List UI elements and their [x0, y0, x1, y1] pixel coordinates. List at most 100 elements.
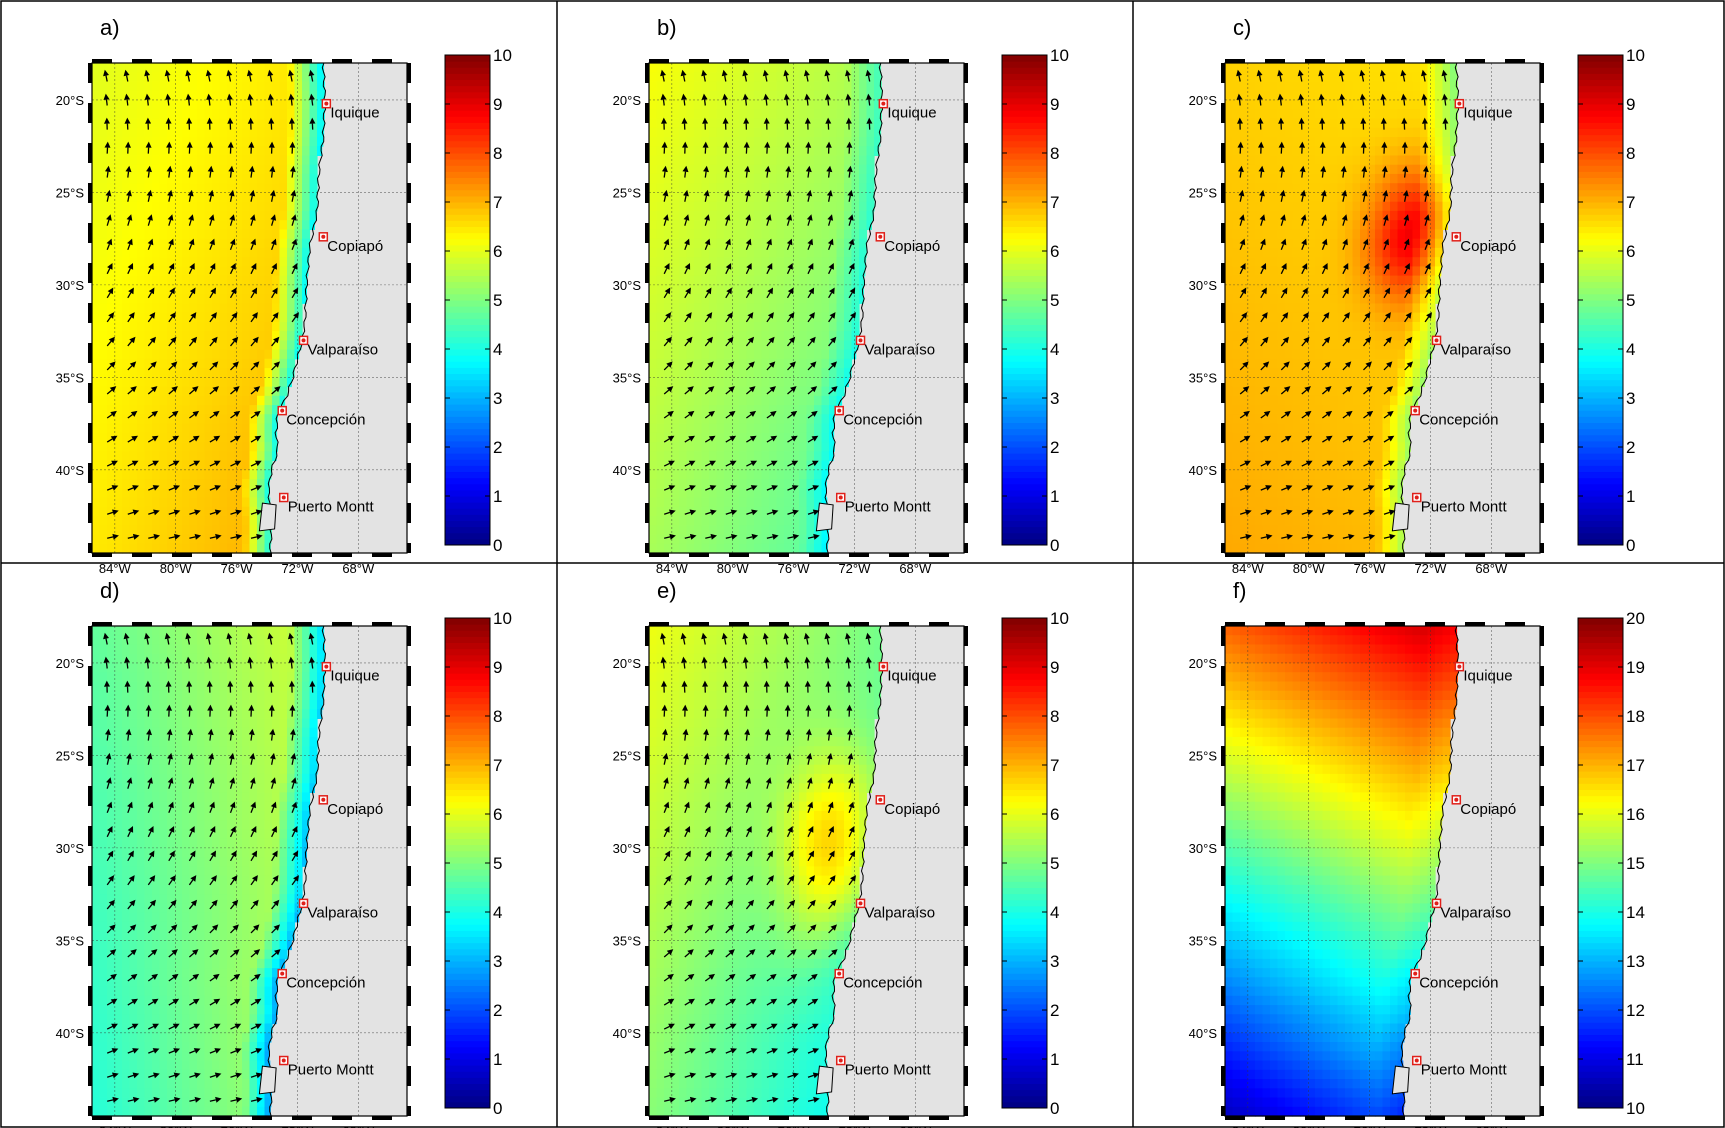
heatmap-cell: [791, 358, 800, 369]
wind-arrow: [147, 195, 151, 202]
heatmap-cell: [1322, 266, 1331, 277]
heatmap-cell: [1345, 442, 1354, 452]
heatmap-cell: [1337, 266, 1346, 277]
wind-arrow: [725, 340, 731, 347]
heatmap-cell: [1277, 201, 1286, 212]
wind-arrow-head: [681, 93, 687, 100]
heatmap-cell: [182, 100, 191, 110]
heatmap-cell: [1255, 395, 1264, 406]
heatmap-cell: [1262, 257, 1271, 267]
heatmap-cell: [1322, 247, 1331, 258]
heatmap-cell: [709, 63, 718, 73]
heatmap-cell: [92, 257, 101, 267]
heatmap-cell: [686, 442, 695, 452]
heatmap-cell: [1270, 201, 1279, 212]
heatmap-cell: [731, 109, 740, 119]
frame-tick: [769, 553, 789, 557]
heatmap-cell: [189, 321, 198, 332]
heatmap-cell: [264, 497, 271, 508]
heatmap-cell: [1345, 414, 1354, 425]
lat-tick-label: 30°S: [613, 278, 642, 293]
heatmap-cell: [107, 377, 116, 388]
heatmap-cell: [189, 331, 198, 341]
heatmap-cell: [694, 349, 703, 360]
wind-arrow: [705, 511, 712, 515]
heatmap-cell: [1307, 90, 1316, 101]
heatmap-cell: [174, 516, 183, 526]
wind-arrow-head: [149, 312, 156, 319]
heatmap-cell: [1247, 358, 1256, 369]
heatmap-cell: [309, 173, 318, 184]
heatmap-cell: [1307, 321, 1316, 332]
heatmap-cell: [92, 349, 101, 360]
heatmap-cell: [137, 192, 146, 203]
heatmap-cell: [1292, 442, 1301, 452]
heatmap-cell: [814, 247, 823, 258]
wind-arrow: [725, 389, 731, 395]
frame-tick: [645, 263, 649, 283]
heatmap-cell: [746, 201, 755, 212]
heatmap-cell: [694, 146, 703, 156]
heatmap-cell: [1225, 432, 1234, 443]
heatmap-cell: [264, 257, 273, 267]
wind-arrow-head: [108, 312, 115, 319]
heatmap-cell: [294, 90, 303, 101]
heatmap-cell: [197, 164, 206, 175]
wind-arrow-head: [269, 165, 276, 173]
heatmap-cell: [1285, 173, 1294, 184]
heatmap-cell: [1225, 331, 1234, 341]
heatmap-cell: [739, 534, 748, 545]
heatmap-cell: [746, 109, 755, 119]
heatmap-cell: [1330, 312, 1339, 323]
heatmap-cell: [746, 164, 755, 175]
heatmap-cell: [776, 247, 785, 258]
heatmap-cell: [1330, 386, 1339, 397]
heatmap-cell: [257, 275, 266, 286]
colorbar-tick-label: 7: [1050, 193, 1059, 212]
heatmap-cell: [204, 414, 213, 425]
wind-arrow-head: [194, 509, 201, 516]
heatmap-cell: [701, 155, 710, 166]
heatmap-cell: [152, 386, 161, 397]
heatmap-cell: [746, 294, 755, 304]
heatmap-cell: [814, 173, 823, 184]
heatmap-cell: [829, 368, 838, 378]
heatmap-cell: [1277, 63, 1286, 73]
heatmap-cell: [257, 386, 266, 397]
heatmap-cell: [92, 284, 101, 295]
heatmap-cell: [114, 525, 123, 536]
heatmap-cell: [739, 349, 748, 360]
heatmap-cell: [671, 118, 680, 129]
heatmap-cell: [92, 266, 101, 277]
heatmap-cell: [219, 358, 228, 369]
panel-label: c): [1233, 15, 1251, 40]
heatmap-cell: [649, 303, 658, 314]
heatmap-cell: [1300, 229, 1309, 240]
heatmap-cell: [1322, 146, 1331, 156]
heatmap-cell: [649, 183, 658, 193]
heatmap-cell: [257, 442, 266, 452]
wind-arrow: [787, 536, 794, 539]
heatmap-cell: [1247, 247, 1256, 258]
heatmap-cell: [114, 368, 123, 378]
heatmap-cell: [1270, 266, 1279, 277]
heatmap-cell: [784, 257, 793, 267]
heatmap-cell: [129, 164, 138, 175]
heatmap-cell: [1322, 405, 1331, 415]
heatmap-cell: [242, 127, 251, 138]
heatmap-cell: [1285, 294, 1294, 304]
heatmap-cell: [137, 506, 146, 517]
heatmap-cell: [1337, 432, 1346, 443]
heatmap-cell: [1277, 534, 1286, 545]
heatmap-cell: [694, 72, 703, 82]
heatmap-cell: [844, 340, 853, 351]
heatmap-cell: [701, 442, 710, 452]
heatmap-cell: [227, 469, 236, 480]
heatmap-cell: [1307, 312, 1316, 323]
heatmap-cell: [1300, 349, 1309, 360]
heatmap-cell: [167, 303, 176, 314]
heatmap-cell: [1292, 506, 1301, 517]
wind-arrow-head: [701, 69, 708, 77]
lat-tick-label: 25°S: [56, 185, 85, 200]
colorbar-swatch: [1002, 489, 1047, 497]
